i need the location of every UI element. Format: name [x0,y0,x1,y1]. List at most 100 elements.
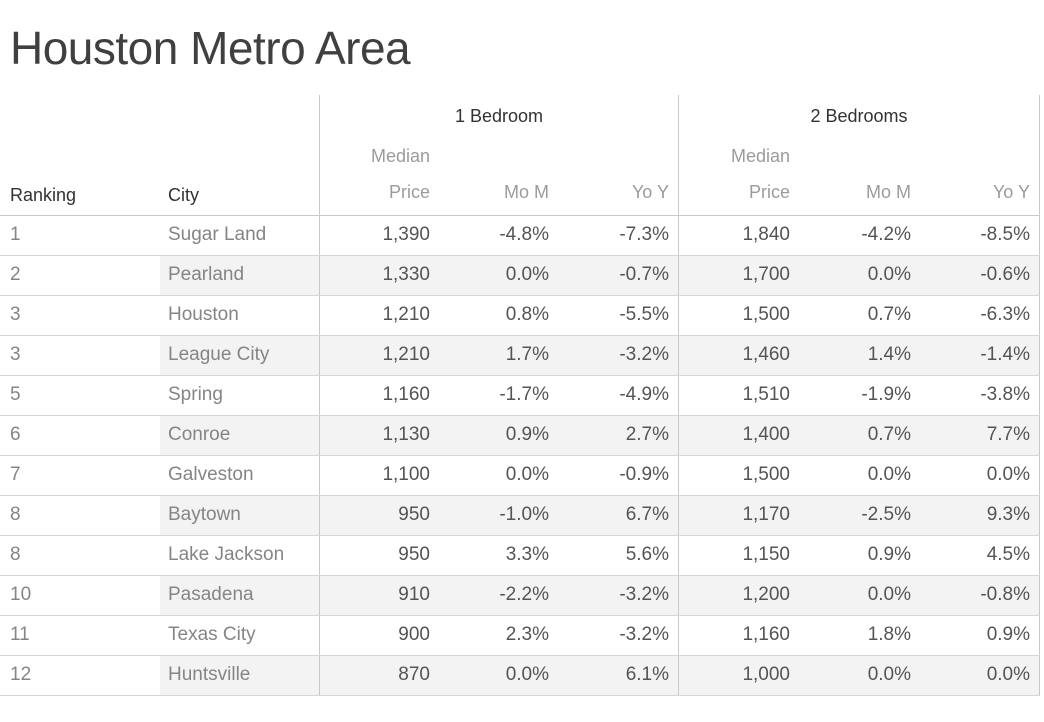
br1-price-cell[interactable]: 1,160 [319,375,439,415]
br1-yoy-cell[interactable]: 6.7% [558,495,678,535]
column-header-city[interactable]: City [168,184,199,205]
br2-mom-cell[interactable]: -4.2% [799,215,920,255]
city-cell[interactable]: Pasadena [160,575,319,615]
br2-price-cell[interactable]: 1,500 [678,295,799,335]
br2-mom-cell[interactable]: 0.0% [799,575,920,615]
br1-mom-cell[interactable]: -4.8% [439,215,558,255]
br2-price-cell[interactable]: 1,510 [678,375,799,415]
br2-yoy-cell[interactable]: 4.5% [920,535,1040,575]
br1-price-cell[interactable]: 900 [319,615,439,655]
br2-yoy-cell[interactable]: -0.6% [920,255,1040,295]
br2-mom-cell[interactable]: 0.7% [799,415,920,455]
br1-price-cell[interactable]: 1,390 [319,215,439,255]
br2-mom-cell[interactable]: -1.9% [799,375,920,415]
br2-price-cell[interactable]: 1,160 [678,615,799,655]
br2-mom-cell[interactable]: 0.0% [799,255,920,295]
br2-mom-cell[interactable]: 1.4% [799,335,920,375]
br2-price-cell[interactable]: 1,000 [678,655,799,695]
ranking-cell[interactable]: 12 [0,655,160,695]
br1-mom-cell[interactable]: 1.7% [439,335,558,375]
city-cell[interactable]: Galveston [160,455,319,495]
ranking-cell[interactable]: 3 [0,335,160,375]
city-cell[interactable]: Pearland [160,255,319,295]
br1-price-cell[interactable]: 1,210 [319,335,439,375]
br2-price-cell[interactable]: 1,170 [678,495,799,535]
column-header-br1-yoy[interactable]: Yo Y [631,181,669,202]
ranking-cell[interactable]: 3 [0,295,160,335]
br1-mom-cell[interactable]: 0.9% [439,415,558,455]
column-header-br2-median-price[interactable]: Median Price [678,138,799,215]
ranking-cell[interactable]: 6 [0,415,160,455]
city-cell[interactable]: Spring [160,375,319,415]
br2-price-cell[interactable]: 1,460 [678,335,799,375]
ranking-cell[interactable]: 2 [0,255,160,295]
ranking-cell[interactable]: 8 [0,495,160,535]
city-cell[interactable]: Texas City [160,615,319,655]
br1-yoy-cell[interactable]: -0.9% [558,455,678,495]
br2-yoy-cell[interactable]: -6.3% [920,295,1040,335]
br2-mom-cell[interactable]: 0.0% [799,655,920,695]
br2-price-cell[interactable]: 1,150 [678,535,799,575]
br2-mom-cell[interactable]: -2.5% [799,495,920,535]
city-cell[interactable]: Baytown [160,495,319,535]
city-cell[interactable]: League City [160,335,319,375]
br2-mom-cell[interactable]: 0.7% [799,295,920,335]
br1-mom-cell[interactable]: 0.0% [439,255,558,295]
br2-yoy-cell[interactable]: 0.0% [920,655,1040,695]
br2-yoy-cell[interactable]: 0.0% [920,455,1040,495]
ranking-cell[interactable]: 10 [0,575,160,615]
br2-price-cell[interactable]: 1,700 [678,255,799,295]
city-cell[interactable]: Lake Jackson [160,535,319,575]
column-header-br1-mom[interactable]: Mo M [504,181,549,202]
br1-price-cell[interactable]: 1,130 [319,415,439,455]
city-cell[interactable]: Sugar Land [160,215,319,255]
br1-mom-cell[interactable]: -1.0% [439,495,558,535]
br1-yoy-cell[interactable]: -5.5% [558,295,678,335]
br2-price-cell[interactable]: 1,840 [678,215,799,255]
br1-price-cell[interactable]: 1,100 [319,455,439,495]
ranking-cell[interactable]: 8 [0,535,160,575]
br1-mom-cell[interactable]: -2.2% [439,575,558,615]
br1-yoy-cell[interactable]: -0.7% [558,255,678,295]
br2-yoy-cell[interactable]: 9.3% [920,495,1040,535]
br1-yoy-cell[interactable]: -7.3% [558,215,678,255]
ranking-cell[interactable]: 11 [0,615,160,655]
column-header-br2-mom[interactable]: Mo M [866,181,911,202]
br1-yoy-cell[interactable]: -3.2% [558,615,678,655]
br1-mom-cell[interactable]: 3.3% [439,535,558,575]
ranking-cell[interactable]: 5 [0,375,160,415]
column-header-br2-yoy[interactable]: Yo Y [920,138,1040,215]
br1-price-cell[interactable]: 910 [319,575,439,615]
br2-mom-cell[interactable]: 0.9% [799,535,920,575]
br2-price-cell[interactable]: 1,200 [678,575,799,615]
ranking-cell[interactable]: 1 [0,215,160,255]
br2-yoy-cell[interactable]: 0.9% [920,615,1040,655]
city-cell[interactable]: Houston [160,295,319,335]
br1-price-cell[interactable]: 1,210 [319,295,439,335]
br2-yoy-cell[interactable]: -1.4% [920,335,1040,375]
br1-price-cell[interactable]: 950 [319,535,439,575]
br1-mom-cell[interactable]: 0.0% [439,455,558,495]
br2-price-cell[interactable]: 1,500 [678,455,799,495]
br1-yoy-cell[interactable]: -3.2% [558,335,678,375]
column-header-ranking[interactable]: Ranking [10,184,77,205]
br1-price-cell[interactable]: 1,330 [319,255,439,295]
br1-yoy-cell[interactable]: -4.9% [558,375,678,415]
br2-yoy-cell[interactable]: -3.8% [920,375,1040,415]
br2-yoy-cell[interactable]: -8.5% [920,215,1040,255]
br1-mom-cell[interactable]: 0.0% [439,655,558,695]
br2-yoy-cell[interactable]: -0.8% [920,575,1040,615]
br1-mom-cell[interactable]: 0.8% [439,295,558,335]
br1-yoy-cell[interactable]: 5.6% [558,535,678,575]
br1-yoy-cell[interactable]: 6.1% [558,655,678,695]
br2-mom-cell[interactable]: 0.0% [799,455,920,495]
br1-mom-cell[interactable]: 2.3% [439,615,558,655]
br1-price-cell[interactable]: 870 [319,655,439,695]
column-header-br1-median-price[interactable]: Median Price [319,138,439,215]
br1-mom-cell[interactable]: -1.7% [439,375,558,415]
city-cell[interactable]: Conroe [160,415,319,455]
br2-mom-cell[interactable]: 1.8% [799,615,920,655]
br2-yoy-cell[interactable]: 7.7% [920,415,1040,455]
br1-yoy-cell[interactable]: 2.7% [558,415,678,455]
br1-yoy-cell[interactable]: -3.2% [558,575,678,615]
